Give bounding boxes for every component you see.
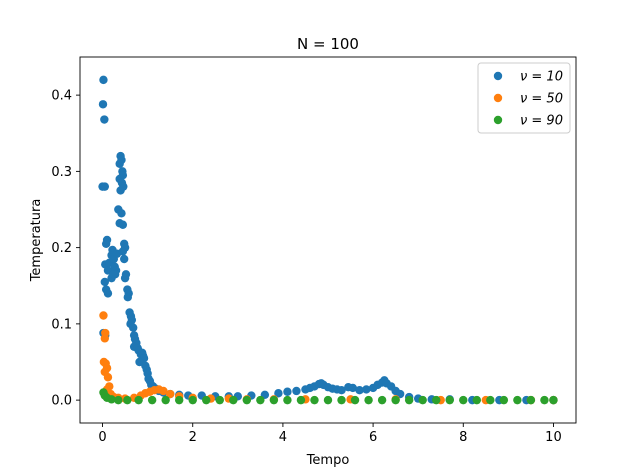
- data-point: [165, 389, 175, 399]
- y-tick-label: 0.3: [51, 165, 72, 180]
- data-point: [118, 247, 128, 256]
- data-point: [121, 270, 131, 279]
- axes-frame: [79, 56, 577, 424]
- data-point: [159, 386, 168, 396]
- data-point: [513, 395, 522, 405]
- data-point: [362, 385, 371, 394]
- x-tick-label: 8: [459, 430, 467, 445]
- chart-title: N = 100: [297, 35, 359, 53]
- data-point: [161, 395, 170, 405]
- data-point: [134, 395, 143, 405]
- data-point: [310, 395, 319, 405]
- legend-label: ν = 50: [520, 92, 563, 107]
- data-point: [432, 395, 441, 405]
- data-point: [404, 395, 414, 405]
- data-point: [98, 100, 108, 109]
- legend-box: [477, 62, 571, 134]
- data-point: [202, 395, 211, 405]
- x-tick-label: 10: [545, 430, 562, 445]
- data-point: [107, 395, 116, 404]
- data-point: [103, 373, 113, 382]
- data-point: [114, 395, 123, 405]
- legend-marker: [493, 115, 503, 125]
- data-point: [215, 395, 224, 405]
- data-point: [117, 209, 126, 218]
- legend-label: ν = 90: [520, 114, 563, 129]
- data-point: [296, 395, 306, 405]
- data-point: [348, 383, 357, 393]
- series-2-points: [99, 388, 558, 405]
- data-point: [472, 395, 481, 405]
- data-point: [103, 289, 113, 298]
- data-point: [274, 389, 283, 398]
- legend: ν = 10 ν = 50 ν = 90: [477, 62, 571, 134]
- data-point: [129, 323, 138, 332]
- data-point: [119, 254, 129, 264]
- data-point: [175, 395, 184, 405]
- data-point: [323, 395, 333, 405]
- data-point: [119, 182, 128, 191]
- data-point: [283, 387, 292, 396]
- legend-label: ν = 10: [520, 70, 563, 85]
- data-point: [102, 235, 112, 245]
- x-tick-label: 2: [189, 430, 197, 445]
- data-point: [540, 395, 549, 405]
- data-point: [486, 395, 495, 405]
- data-point: [100, 334, 110, 343]
- data-point: [377, 395, 387, 405]
- data-point: [99, 75, 108, 85]
- data-point: [117, 155, 126, 165]
- data-point: [100, 182, 110, 191]
- data-point: [229, 395, 238, 405]
- x-tick-label: 0: [98, 430, 106, 445]
- data-point: [99, 311, 108, 320]
- x-axis-label: Tempo: [306, 453, 350, 468]
- data-point: [100, 115, 109, 124]
- data-point: [123, 292, 132, 302]
- y-axis-label: Temperatura: [29, 199, 44, 283]
- data-point: [100, 277, 110, 287]
- legend-marker: [493, 93, 503, 103]
- x-tick-label: 4: [279, 430, 287, 445]
- data-point: [418, 395, 427, 405]
- data-point: [549, 395, 558, 405]
- data-point: [499, 395, 509, 405]
- data-point: [350, 395, 360, 405]
- y-tick-label: 0.2: [51, 241, 72, 256]
- data-point: [337, 395, 346, 405]
- data-point: [115, 219, 124, 228]
- data-point: [337, 386, 346, 395]
- y-tick-label: 0.4: [51, 89, 72, 104]
- y-tick-label: 0.1: [51, 317, 72, 332]
- data-point: [256, 395, 265, 405]
- data-point: [526, 395, 536, 405]
- data-point: [459, 395, 468, 405]
- y-tick-label: 0.0: [51, 394, 72, 409]
- data-point: [242, 395, 252, 405]
- data-point: [355, 386, 364, 395]
- data-point: [109, 270, 118, 279]
- data-point: [292, 386, 301, 396]
- data-point: [188, 395, 197, 405]
- data-point: [391, 395, 400, 405]
- data-point: [269, 395, 279, 405]
- plot-area: 0 2 4 6 8 10 0.0 0.1 0.2 0.3 0.4: [51, 56, 577, 445]
- data-point: [123, 395, 132, 405]
- data-point: [364, 395, 373, 405]
- data-point: [147, 395, 157, 405]
- data-point: [445, 395, 454, 405]
- legend-marker: [493, 71, 503, 81]
- x-tick-label: 6: [369, 430, 377, 445]
- data-point: [283, 395, 292, 405]
